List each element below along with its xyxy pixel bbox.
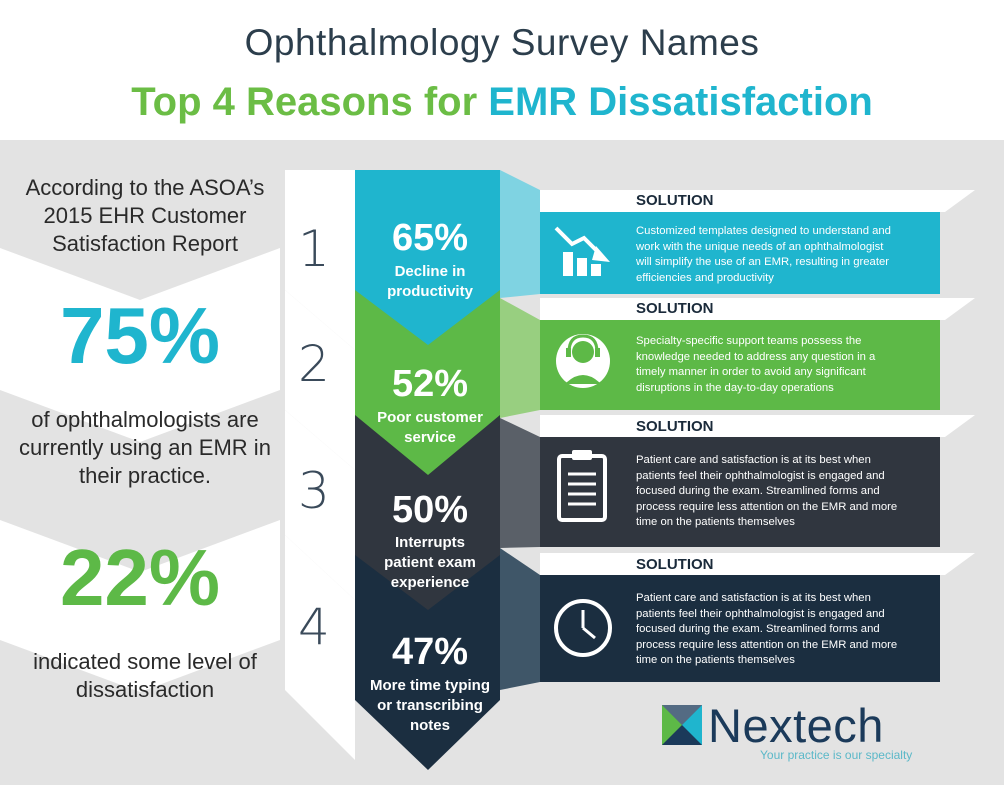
rank-number-2: 2 (298, 335, 330, 393)
solution-banner-2 (540, 298, 975, 410)
solution-line: focused during the exam. Streamlined for… (636, 485, 880, 498)
clock-icon (554, 599, 612, 657)
intro-line: 2015 EHR Customer (43, 203, 247, 228)
solution-line: time on the patients themselves (636, 654, 795, 667)
stat-value-75: 75% (59, 291, 221, 380)
solution-line: focused during the exam. Streamlined for… (636, 623, 880, 636)
stat1-caption: of ophthalmologists are currently using … (10, 406, 280, 490)
page-subtitle: Top 4 Reasons for EMR Dissatisfaction (0, 80, 1004, 125)
solution-text-1: Customized templates designed to underst… (636, 224, 926, 286)
caption-line: currently using an EMR in (19, 435, 271, 460)
intro-text: According to the ASOA’s 2015 EHR Custome… (10, 174, 280, 258)
solution-line: time on the patients themselves (636, 516, 795, 529)
solution-line: work with the unique needs of an ophthal… (636, 240, 884, 253)
reason-segment-1 (355, 170, 500, 345)
reason-percent-4: 47% (391, 631, 469, 673)
left-chevron-1 (0, 248, 280, 442)
solution-label-2: SOLUTION (636, 300, 714, 317)
solution-label-3: SOLUTION (636, 418, 714, 435)
ribbon-fold-3 (500, 418, 540, 548)
rank-face-4 (285, 535, 355, 760)
solution-label-1: SOLUTION (636, 192, 714, 209)
solution-line: timely manner in order to avoid any sign… (636, 366, 866, 379)
reason-label-line: notes (409, 717, 450, 734)
solution-banner-1 (540, 190, 975, 294)
caption-line: indicated some level of (33, 649, 257, 674)
solution-label-4: SOLUTION (636, 556, 714, 573)
reason-label-line: Poor customer (377, 409, 483, 426)
declining-chart-icon (554, 226, 610, 276)
subtitle-part2: EMR Dissatisfaction (488, 80, 873, 124)
rank-number-1: 1 (298, 220, 330, 278)
reason-label-line: or transcribing (377, 697, 483, 714)
reason-label-line: service (404, 429, 456, 446)
reason-label-2: Poor customer service (355, 408, 505, 448)
reason-label-line: More time typing (369, 677, 490, 694)
solution-banner-4 (540, 553, 975, 682)
solution-line: patients feel their ophthalmologist is e… (636, 607, 885, 620)
subtitle-part1: Top 4 Reasons for (131, 80, 489, 124)
reason-percent-3: 50% (391, 489, 469, 531)
caption-line: of ophthalmologists are (31, 407, 259, 432)
caption-line: their practice. (78, 463, 212, 488)
reason-percent-2: 52% (391, 363, 469, 405)
ribbon-fold-1 (500, 170, 540, 298)
solution-line: disruptions in the day-to-day operations (636, 381, 834, 394)
clipboard-icon (557, 450, 607, 522)
stat-value-22: 22% (59, 533, 221, 622)
rank-number-3: 3 (298, 462, 330, 520)
nextech-tagline: Your practice is our specialty (760, 748, 913, 762)
nextech-logo-wordmark: Nextech (708, 699, 884, 752)
solution-text-2: Specialty-specific support teams possess… (636, 334, 926, 396)
reason-label-4: More time typing or transcribing notes (355, 676, 505, 736)
solution-line: Patient care and satisfaction is at its … (636, 454, 871, 466)
reason-label-1: Decline in productivity (355, 262, 505, 302)
page-title: Ophthalmology Survey Names (244, 22, 760, 63)
reason-segment-2 (355, 290, 500, 475)
solution-line: Specialty-specific support teams possess… (636, 335, 862, 347)
caption-line: dissatisfaction (75, 677, 215, 702)
headset-agent-icon (556, 334, 610, 388)
ribbon-fold-4 (500, 548, 540, 690)
rank-number-4: 4 (298, 598, 330, 656)
intro-line: Satisfaction Report (52, 231, 238, 256)
solution-line: process require less attention on the EM… (636, 500, 898, 513)
reason-label-line: Interrupts (394, 534, 465, 551)
stat2-caption: indicated some level of dissatisfaction (10, 648, 280, 704)
ribbon-fold-2 (500, 298, 540, 418)
solution-text-3: Patient care and satisfaction is at its … (636, 453, 926, 531)
reason-label-line: Decline in (394, 263, 466, 280)
reason-segment-3 (355, 410, 500, 610)
reason-label-line: productivity (387, 283, 473, 300)
solution-line: Customized templates designed to underst… (636, 225, 891, 237)
solution-line: will simplify the use of an EMR, resulti… (636, 256, 890, 269)
rank-face-3 (285, 410, 355, 600)
solution-text-4: Patient care and satisfaction is at its … (636, 591, 926, 669)
solution-line: efficiencies and productivity (636, 271, 774, 284)
reason-percent-1: 65% (391, 217, 469, 259)
solution-line: knowledge needed to address any question… (636, 350, 876, 363)
solution-line: Patient care and satisfaction is at its … (636, 592, 871, 604)
nextech-logo-icon (662, 705, 702, 745)
solution-line: patients feel their ophthalmologist is e… (636, 469, 885, 482)
reason-label-line: patient exam (384, 554, 476, 571)
reason-label-3: Interrupts patient exam experience (355, 533, 505, 593)
left-chevron-2 (0, 520, 280, 692)
reason-segment-4 (355, 545, 500, 770)
intro-line: According to the ASOA’s (25, 175, 265, 200)
solution-line: process require less attention on the EM… (636, 638, 898, 651)
reason-label-line: experience (390, 574, 470, 591)
